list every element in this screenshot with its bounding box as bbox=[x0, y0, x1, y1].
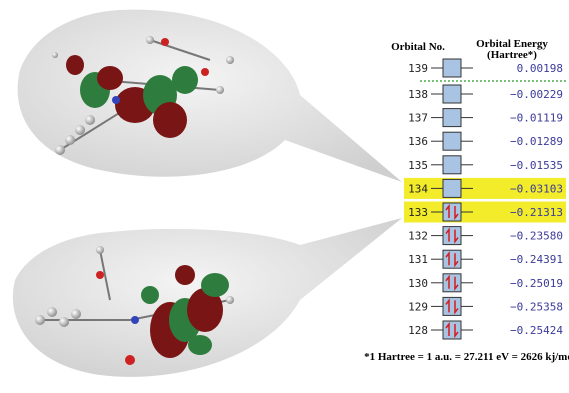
orbital-number: 138 bbox=[408, 88, 428, 101]
orbital-number: 137 bbox=[408, 112, 428, 125]
orbital-number: 136 bbox=[408, 135, 428, 148]
orbital-box bbox=[443, 297, 461, 315]
orbital-energy: 0.00198 bbox=[517, 62, 563, 75]
orbital-energy: −0.25424 bbox=[510, 324, 563, 337]
orbital-energy: −0.01535 bbox=[510, 159, 563, 172]
figure: Orbital No. Orbital Energy (Hartree*) *1… bbox=[0, 0, 569, 393]
orbital-number: 128 bbox=[408, 324, 428, 337]
orbital-number: 132 bbox=[408, 230, 428, 243]
orbital-row: 132 −0.23580 bbox=[408, 227, 563, 245]
orbital-box bbox=[443, 156, 461, 174]
orbital-row: 128 −0.25424 bbox=[408, 321, 563, 339]
orbital-number: 135 bbox=[408, 159, 428, 172]
orbital-energy: −0.00229 bbox=[510, 88, 563, 101]
orbital-no-header: Orbital No. bbox=[391, 41, 445, 53]
orbital-box bbox=[443, 321, 461, 339]
top-orbital-callout bbox=[18, 10, 402, 182]
orbital-row: 135 −0.01535 bbox=[408, 156, 563, 174]
orbital-number: 129 bbox=[408, 300, 428, 313]
orbital-row: 137 −0.01119 bbox=[408, 109, 563, 127]
orbital-number: 134 bbox=[408, 182, 428, 195]
orbital-row: 138 −0.00229 bbox=[408, 85, 563, 103]
orbital-box bbox=[443, 227, 461, 245]
orbital-row: 129 −0.25358 bbox=[408, 297, 563, 315]
orbital-number: 139 bbox=[408, 62, 428, 75]
orbital-row: 133 −0.21313 bbox=[404, 202, 566, 223]
orbital-box bbox=[443, 203, 461, 221]
orbital-box bbox=[443, 250, 461, 268]
orbital-number: 130 bbox=[408, 277, 428, 290]
orbital-box bbox=[443, 274, 461, 292]
orbital-energy: −0.23580 bbox=[510, 230, 563, 243]
bottom-orbital-callout bbox=[13, 218, 402, 377]
orbital-energy: −0.24391 bbox=[510, 253, 563, 266]
unit-header: (Hartree*) bbox=[487, 49, 537, 61]
orbital-row: 131 −0.24391 bbox=[408, 250, 563, 268]
orbital-box bbox=[443, 132, 461, 150]
orbital-energy: −0.25019 bbox=[510, 277, 563, 290]
orbital-row: 134 −0.03103 bbox=[404, 178, 566, 199]
orbital-energy: −0.21313 bbox=[510, 206, 563, 219]
orbital-energy: −0.01119 bbox=[510, 112, 563, 125]
footnote: *1 Hartree = 1 a.u. = 27.211 eV = 2626 k… bbox=[364, 351, 569, 363]
orbital-number: 131 bbox=[408, 253, 428, 266]
orbital-row: 130 −0.25019 bbox=[408, 274, 563, 292]
orbital-box bbox=[443, 179, 461, 197]
orbital-row: 136 −0.01289 bbox=[408, 132, 563, 150]
orbital-box bbox=[443, 59, 461, 77]
orbital-box bbox=[443, 85, 461, 103]
orbital-number: 133 bbox=[408, 206, 428, 219]
orbital-energy: −0.03103 bbox=[510, 182, 563, 195]
orbital-box bbox=[443, 109, 461, 127]
orbital-energy: −0.01289 bbox=[510, 135, 563, 148]
orbital-energy: −0.25358 bbox=[510, 300, 563, 313]
orbital-row: 139 0.00198 bbox=[408, 59, 563, 77]
